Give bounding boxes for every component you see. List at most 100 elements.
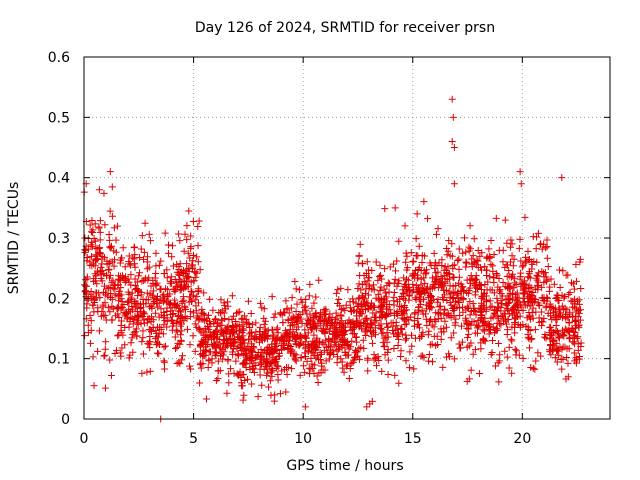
data-point <box>417 275 425 283</box>
data-point <box>520 284 528 292</box>
data-point <box>171 333 179 341</box>
data-point <box>321 366 329 374</box>
data-point <box>441 306 449 314</box>
data-point <box>503 353 511 361</box>
data-point <box>296 371 304 379</box>
data-point <box>494 340 502 348</box>
data-point <box>340 327 348 335</box>
data-point <box>522 281 530 289</box>
data-point <box>386 280 394 288</box>
data-point <box>369 302 377 310</box>
data-point <box>296 310 304 318</box>
data-point <box>161 365 169 373</box>
data-point <box>342 301 350 309</box>
data-point <box>543 295 551 303</box>
data-point <box>340 368 348 376</box>
data-point <box>415 264 423 272</box>
data-point <box>248 321 256 329</box>
data-point <box>337 284 345 292</box>
data-point <box>96 217 104 225</box>
data-point <box>534 299 542 307</box>
data-point <box>463 276 471 284</box>
data-point <box>439 296 447 304</box>
data-point <box>499 278 507 286</box>
data-point <box>194 312 202 320</box>
data-point <box>106 283 114 291</box>
data-point <box>91 277 99 285</box>
data-point <box>487 314 495 322</box>
data-point <box>422 301 430 309</box>
data-point <box>222 325 230 333</box>
data-point <box>405 292 413 300</box>
data-point <box>168 279 176 287</box>
data-point <box>234 308 242 316</box>
data-point <box>140 248 148 256</box>
data-point <box>88 252 96 260</box>
data-point <box>203 395 211 403</box>
data-point <box>193 253 201 261</box>
data-point <box>288 294 296 302</box>
data-point <box>453 291 461 299</box>
data-point <box>432 273 440 281</box>
data-point <box>183 222 191 230</box>
data-point <box>267 360 275 368</box>
data-point <box>329 335 337 343</box>
data-point <box>167 273 175 281</box>
data-point <box>201 333 209 341</box>
data-point <box>204 340 212 348</box>
data-point <box>412 235 420 243</box>
data-point <box>240 326 248 334</box>
data-point <box>227 334 235 342</box>
data-point <box>153 292 161 300</box>
data-point <box>160 269 168 277</box>
data-point <box>525 288 533 296</box>
data-point <box>194 242 202 250</box>
data-point <box>447 311 455 319</box>
data-point <box>441 280 449 288</box>
data-point <box>363 314 371 322</box>
data-point <box>511 279 519 287</box>
data-point <box>110 262 118 270</box>
data-point <box>546 335 554 343</box>
data-point <box>422 269 430 277</box>
data-point <box>86 312 94 320</box>
data-point <box>224 357 232 365</box>
data-point <box>186 341 194 349</box>
data-point <box>108 302 116 310</box>
data-point <box>256 299 264 307</box>
data-point <box>380 342 388 350</box>
data-point <box>425 327 433 335</box>
data-point <box>507 335 515 343</box>
data-point <box>128 289 136 297</box>
data-point <box>107 294 115 302</box>
data-point <box>533 233 541 241</box>
data-point <box>509 262 517 270</box>
data-point <box>281 327 289 335</box>
data-point <box>219 351 227 359</box>
y-tick-label: 0.2 <box>48 291 70 307</box>
data-point <box>376 261 384 269</box>
data-point <box>154 303 162 311</box>
data-point <box>517 257 525 265</box>
data-point <box>152 309 160 317</box>
data-point <box>301 349 309 357</box>
data-point <box>87 291 95 299</box>
data-point <box>386 263 394 271</box>
data-point <box>307 365 315 373</box>
data-point <box>167 307 175 315</box>
data-point <box>92 251 100 259</box>
data-point <box>474 263 482 271</box>
data-point <box>447 290 455 298</box>
data-point <box>234 372 242 380</box>
data-point <box>390 293 398 301</box>
data-point <box>235 321 243 329</box>
data-point <box>181 313 189 321</box>
data-point <box>153 349 161 357</box>
data-point <box>282 388 290 396</box>
data-point <box>459 249 467 257</box>
data-point <box>207 320 215 328</box>
data-point <box>309 342 317 350</box>
data-point <box>486 253 494 261</box>
data-point <box>131 260 139 268</box>
data-point <box>400 294 408 302</box>
